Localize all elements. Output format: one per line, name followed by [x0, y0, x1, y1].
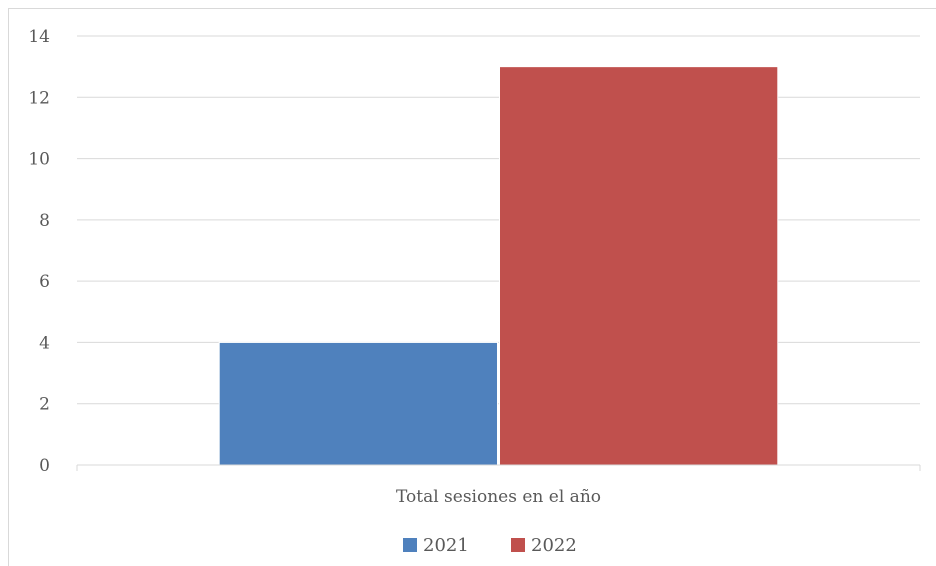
y-tick-label: 4 — [39, 333, 50, 353]
category-label: Total sesiones en el año — [396, 487, 601, 507]
x-axis-tick-marks — [76, 465, 921, 471]
y-tick-label: 10 — [28, 150, 50, 170]
y-tick-label: 2 — [39, 395, 50, 415]
legend-swatch-2021 — [403, 538, 417, 552]
bar-2022 — [499, 66, 779, 466]
chart-frame — [8, 8, 936, 566]
bars — [218, 66, 779, 466]
y-tick-label: 6 — [39, 272, 50, 292]
y-tick-label: 14 — [28, 27, 50, 47]
legend-label-2022: 2022 — [531, 535, 577, 556]
gridlines — [77, 35, 920, 405]
y-axis-ticks: 0 2 4 6 8 10 12 14 — [28, 27, 50, 476]
y-tick-label: 12 — [28, 88, 50, 108]
legend-label-2021: 2021 — [423, 535, 469, 556]
legend-swatch-2022 — [511, 538, 525, 552]
legend: 2021 2022 — [403, 535, 577, 556]
y-tick-label: 8 — [39, 211, 50, 231]
bar-2021 — [218, 341, 498, 466]
y-tick-label: 0 — [39, 456, 50, 476]
